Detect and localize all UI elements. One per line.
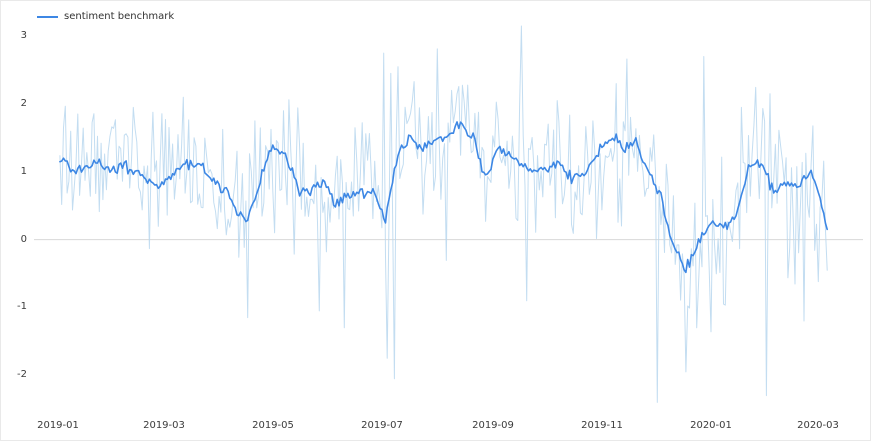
x-tick-label: 2019-01 <box>37 420 79 431</box>
raw-series-line <box>59 25 828 403</box>
x-tick-label: 2019-09 <box>472 420 514 431</box>
x-tick-label: 2020-03 <box>797 420 839 431</box>
legend-label: sentiment benchmark <box>64 11 175 22</box>
x-axis: 2019-01 2019-03 2019-05 2019-07 2019-09 2019-… <box>1 420 870 436</box>
y-tick-label: -1 <box>17 301 27 312</box>
y-tick-label: -2 <box>17 369 27 380</box>
y-axis: -2 -1 0 1 2 3 <box>1 1 27 440</box>
y-tick-label: 2 <box>20 98 27 109</box>
smoothed-series-line <box>59 121 829 274</box>
x-tick-label: 2019-11 <box>581 420 623 431</box>
x-tick-label: 2019-07 <box>361 420 403 431</box>
y-tick-label: 1 <box>20 166 27 177</box>
legend[interactable]: sentiment benchmark <box>37 11 174 23</box>
legend-line-sample <box>37 16 58 18</box>
x-tick-label: 2019-03 <box>143 420 185 431</box>
x-tick-label: 2019-05 <box>252 420 294 431</box>
y-tick-label: 3 <box>20 30 27 41</box>
x-tick-label: 2020-01 <box>690 420 732 431</box>
y-tick-label: 0 <box>20 234 27 245</box>
